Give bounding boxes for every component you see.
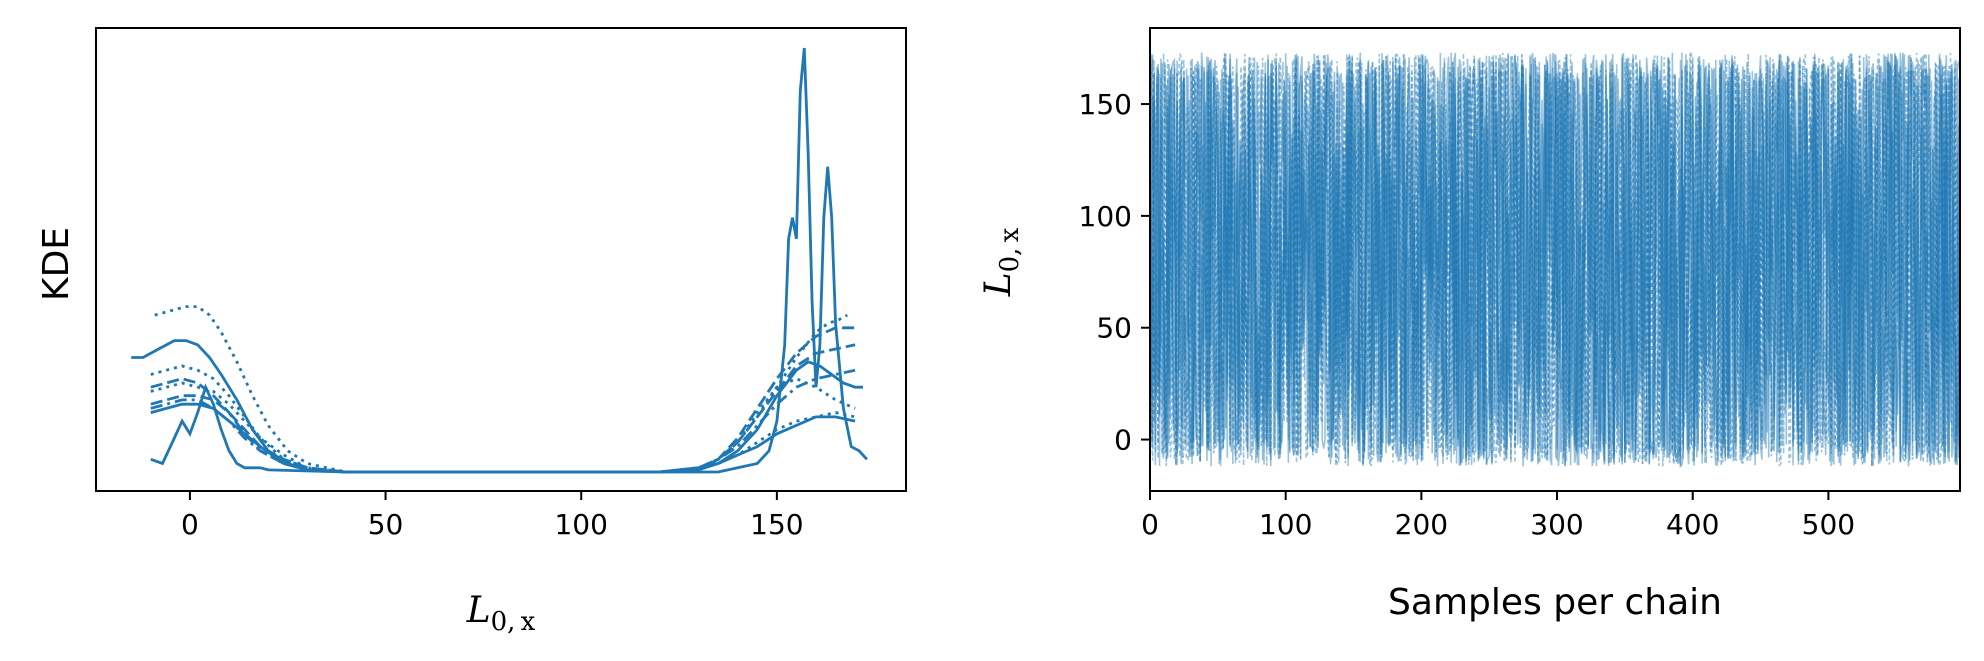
trace-chain-line-6 [1150, 51, 1960, 467]
kde-x-tick-label: 100 [554, 508, 607, 541]
svg-text:L0, x: L0, x [978, 227, 1025, 297]
trace-y-axis-label: L0, x [978, 227, 1025, 297]
kde-series-line-2 [131, 339, 863, 474]
trace-y-tick-label: 150 [1079, 88, 1132, 121]
kde-series-line-4 [150, 343, 856, 474]
trace-x-tick-label: 200 [1395, 508, 1448, 541]
trace-x-tick-label: 300 [1530, 508, 1583, 541]
trace-y-axis-label-main: L [978, 272, 1019, 297]
trace-y-axis: 0 50 100 150 [1079, 88, 1150, 457]
trace-x-tick-label: 400 [1666, 508, 1719, 541]
kde-series-line-1 [150, 47, 868, 474]
trace-y-tick-label: 50 [1096, 312, 1132, 345]
trace-x-axis: 0 100 200 300 400 500 [1141, 491, 1855, 541]
trace-chain-line-1 [1150, 52, 1960, 469]
kde-x-axis: 0 50 100 150 [181, 491, 804, 541]
trace-chain-line-9 [1150, 52, 1960, 467]
kde-lines [131, 47, 868, 474]
trace-chain-line-5 [1150, 53, 1960, 467]
trace-chain-line-2 [1150, 52, 1960, 467]
kde-panel: 0 50 100 150 KDE L0, x [36, 27, 907, 637]
trace-x-tick-label: 500 [1802, 508, 1855, 541]
trace-chain-line-7 [1150, 52, 1960, 467]
trace-y-tick-label: 100 [1079, 200, 1132, 233]
trace-x-axis-label: Samples per chain [1388, 582, 1722, 623]
trace-y-tick-label: 0 [1114, 424, 1132, 457]
trace-x-tick-label: 0 [1141, 508, 1159, 541]
kde-x-tick-label: 0 [181, 508, 199, 541]
kde-x-tick-label: 50 [368, 508, 404, 541]
trace-x-tick-label: 100 [1259, 508, 1312, 541]
trace-lines [1150, 51, 1960, 469]
kde-series-line-8 [150, 326, 856, 474]
kde-y-axis-label: KDE [36, 227, 77, 301]
kde-x-axis-label-main: L [466, 590, 491, 631]
kde-x-axis-label: L0, x [466, 590, 536, 637]
trace-y-axis-label-sub: 0, x [995, 227, 1025, 272]
trace-chain-line-3 [1150, 52, 1960, 467]
kde-x-tick-label: 150 [750, 508, 803, 541]
kde-plot-frame [95, 27, 907, 492]
kde-series-line-5 [150, 368, 856, 474]
kde-x-axis-label-sub: 0, x [491, 607, 536, 637]
trace-chain-line-4 [1150, 52, 1960, 467]
trace-plot-frame [1149, 27, 1961, 492]
trace-panel: 0 100 200 300 400 500 0 50 100 150 Samples per c… [978, 27, 1961, 623]
